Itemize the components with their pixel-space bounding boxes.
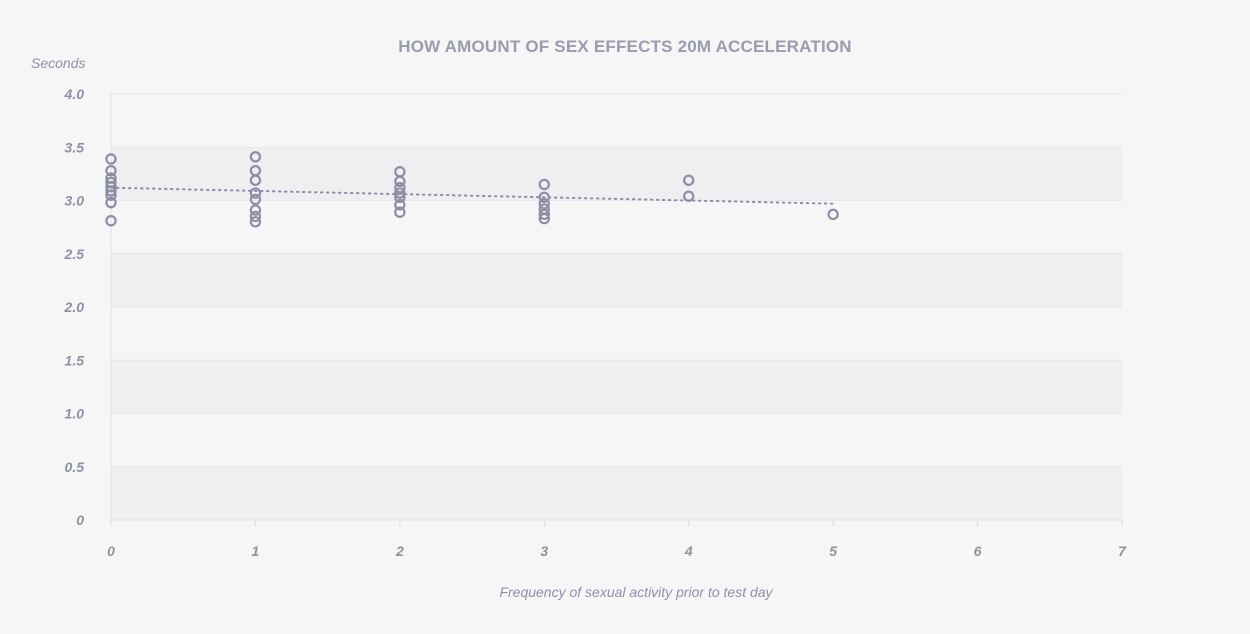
- data-points: [105, 151, 839, 228]
- data-point: [249, 210, 262, 223]
- data-point: [538, 208, 550, 221]
- data-point: [538, 178, 550, 191]
- trendline-group: [110, 186, 835, 205]
- y-tick-label: 3.5: [65, 139, 85, 155]
- data-point: [105, 185, 117, 197]
- grid-band: [111, 253, 1122, 307]
- data-point: [394, 175, 406, 188]
- data-point: [249, 187, 262, 199]
- y-tick-label: 3.0: [65, 193, 85, 209]
- data-point: [538, 212, 550, 225]
- data-point: [249, 216, 262, 228]
- data-point: [394, 199, 406, 211]
- y-tick-label: 0.5: [65, 459, 85, 475]
- chart-title: HOW AMOUNT OF SEX EFFECTS 20M ACCELERATI…: [398, 37, 852, 56]
- gridlines: [111, 93, 1122, 521]
- x-tick-label: 3: [540, 543, 548, 559]
- y-tick-labels: 0 0.5 1.0 1.5 2.0 2.5 3.0 3.5 4.0: [64, 86, 85, 528]
- y-tick-label: 1.5: [65, 352, 85, 368]
- data-point: [538, 191, 550, 204]
- background-bands: [111, 147, 1122, 520]
- data-point: [105, 189, 117, 201]
- grid-band: [111, 147, 1122, 201]
- data-point: [105, 196, 117, 209]
- data-point: [394, 206, 406, 218]
- data-point: [538, 197, 550, 210]
- x-tick-labels: 0 1 2 3 4 5 6 7: [107, 520, 1127, 559]
- x-tick-label: 7: [1118, 543, 1127, 559]
- y-tick-label: 1.0: [65, 406, 85, 422]
- data-point: [249, 193, 262, 206]
- data-point: [683, 174, 695, 186]
- data-point: [105, 153, 117, 165]
- y-axis-label: Seconds: [31, 55, 85, 71]
- y-tick-label: 4.0: [64, 86, 85, 102]
- data-point: [827, 208, 839, 221]
- data-point: [683, 190, 695, 202]
- data-point: [249, 151, 262, 163]
- grid-band: [111, 466, 1122, 520]
- x-tick-label: 6: [974, 543, 982, 559]
- grid-band: [111, 360, 1122, 414]
- x-tick-label: 0: [107, 543, 115, 559]
- data-point: [105, 164, 117, 177]
- data-point: [105, 215, 117, 227]
- y-tick-label: 0: [76, 512, 84, 528]
- x-tick-label: 5: [829, 543, 837, 559]
- y-tick-label: 2.5: [64, 246, 85, 262]
- data-point: [394, 191, 406, 204]
- y-tick-label: 2.0: [64, 299, 85, 315]
- x-tick-label: 1: [252, 543, 260, 559]
- trendline: [110, 186, 835, 205]
- x-axis-label: Frequency of sexual activity prior to te…: [499, 584, 773, 600]
- data-point: [249, 174, 262, 186]
- data-point: [394, 187, 406, 199]
- x-tick-label: 2: [395, 543, 404, 559]
- x-tick-label: 4: [684, 543, 693, 559]
- data-point: [249, 204, 262, 216]
